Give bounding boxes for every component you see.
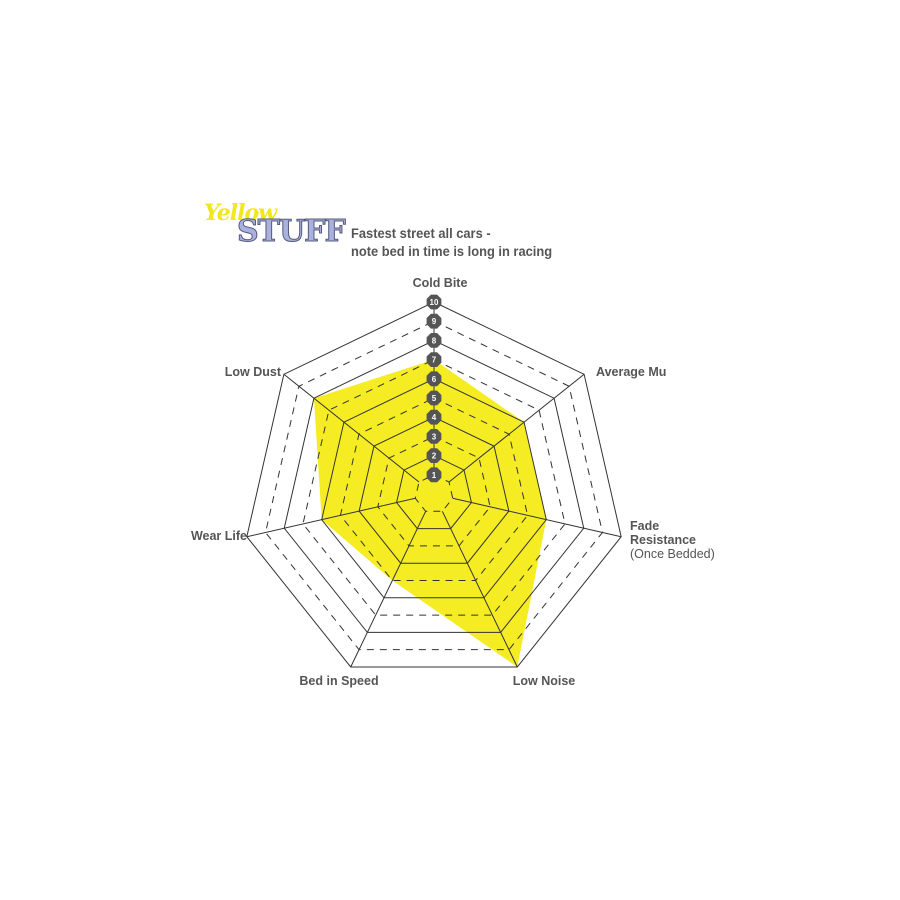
axis-spoke	[350, 511, 427, 668]
tick-label: 6	[432, 375, 437, 384]
grid-ring-5	[339, 397, 529, 581]
title-line-2: note bed in time is long in racing	[351, 243, 553, 259]
tick-badge	[426, 448, 442, 463]
logo-yellow-text: Yellow	[204, 200, 277, 226]
tick-badge	[426, 333, 442, 348]
grid-ring-3	[377, 435, 491, 547]
axis-spoke	[452, 497, 622, 538]
grid-ring-8	[283, 339, 585, 633]
tick-label: 1	[432, 471, 437, 480]
tick-label: 8	[432, 336, 437, 345]
title-line-1: Fastest street all cars -	[351, 225, 491, 241]
axis-spoke	[441, 511, 518, 668]
yellow-stuff-logo: Yellow STUFF	[204, 200, 346, 270]
axis-label: Cold Bite	[413, 276, 468, 290]
grid-ring-10	[246, 301, 622, 668]
axis-label: Average Mu	[596, 365, 666, 379]
data-area	[313, 359, 547, 667]
tick-badge	[426, 294, 442, 310]
axis-label: (Once Bedded)	[630, 547, 715, 561]
chart-title: Fastest street all cars - note bed in ti…	[351, 224, 552, 260]
tick-label: 7	[432, 356, 437, 365]
tick-badge	[426, 429, 442, 444]
axis-spoke	[283, 373, 420, 483]
tick-badge	[426, 352, 442, 367]
axis-label: Low Noise	[513, 674, 576, 688]
tick-label: 10	[430, 298, 439, 307]
grid-ring-6	[321, 378, 547, 599]
axis-label: Fade	[630, 519, 659, 533]
axis-label: Resistance	[630, 533, 696, 547]
tick-badge	[426, 467, 442, 483]
tick-label: 5	[432, 394, 437, 403]
tick-label: 2	[432, 452, 437, 461]
grid-ring-7	[302, 359, 566, 616]
tick-badge	[426, 409, 442, 425]
tick-badge	[426, 371, 442, 387]
grid-ring-2	[396, 455, 472, 530]
grid-ring-4	[358, 416, 510, 564]
tick-label: 3	[432, 432, 437, 441]
tick-label: 4	[432, 413, 437, 422]
axis-spoke	[448, 373, 585, 483]
tick-label: 9	[432, 317, 437, 326]
axis-label: Wear Life	[191, 529, 247, 543]
tick-badge	[426, 313, 442, 329]
axis-label: Low Dust	[225, 365, 282, 379]
grid-ring-9	[264, 320, 604, 651]
grid-ring-1	[414, 474, 454, 512]
axis-label: Bed in Speed	[299, 674, 378, 688]
logo-stuff-text: STUFF	[237, 214, 347, 250]
tick-badge	[426, 390, 442, 406]
axis-spoke	[246, 497, 416, 538]
